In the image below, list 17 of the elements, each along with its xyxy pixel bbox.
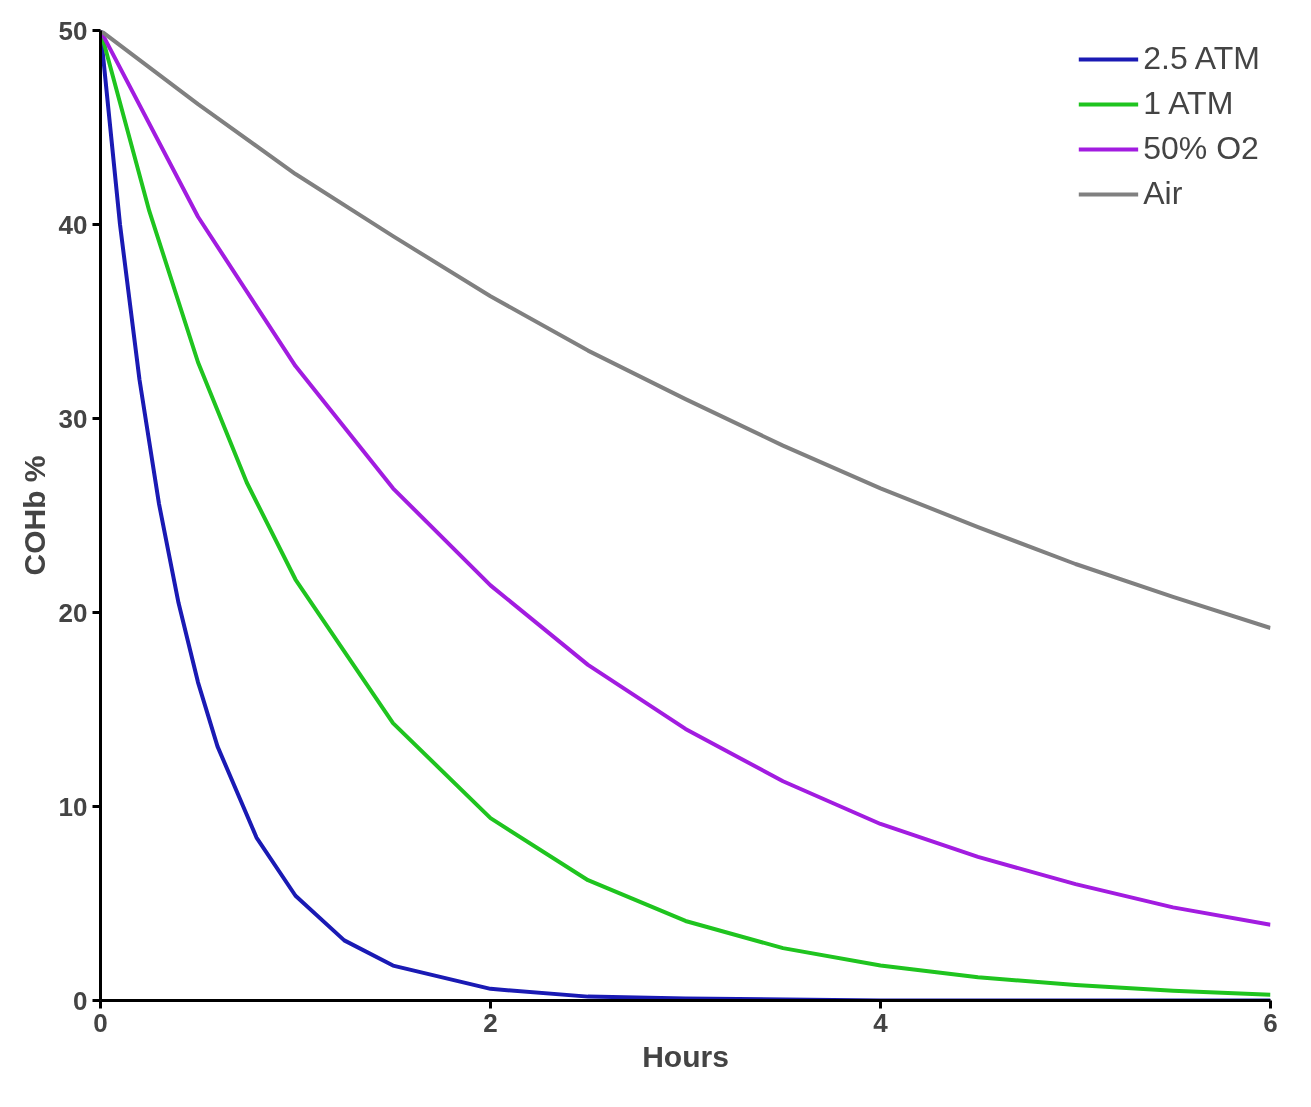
y-axis-title: COHb % xyxy=(17,455,51,576)
legend-label: Air xyxy=(1143,175,1183,212)
y-tick-label: 30 xyxy=(58,403,88,434)
x-tick-label: 4 xyxy=(873,1007,889,1038)
legend-label: 2.5 ATM xyxy=(1143,40,1260,77)
legend-label: 50% O2 xyxy=(1143,130,1259,167)
y-tick-label: 40 xyxy=(58,209,88,240)
y-tick-label: 20 xyxy=(58,597,88,628)
y-tick-label: 10 xyxy=(58,791,88,822)
y-tick-label: 0 xyxy=(73,985,88,1016)
x-tick-label: 2 xyxy=(483,1007,498,1038)
x-tick-label: 0 xyxy=(93,1007,108,1038)
line-series xyxy=(100,30,1271,631)
y-tick-label: 50 xyxy=(58,15,88,46)
x-tick-label: 6 xyxy=(1263,1007,1278,1038)
x-axis-title: Hours xyxy=(642,1039,729,1073)
legend-label: 1 ATM xyxy=(1143,85,1234,122)
